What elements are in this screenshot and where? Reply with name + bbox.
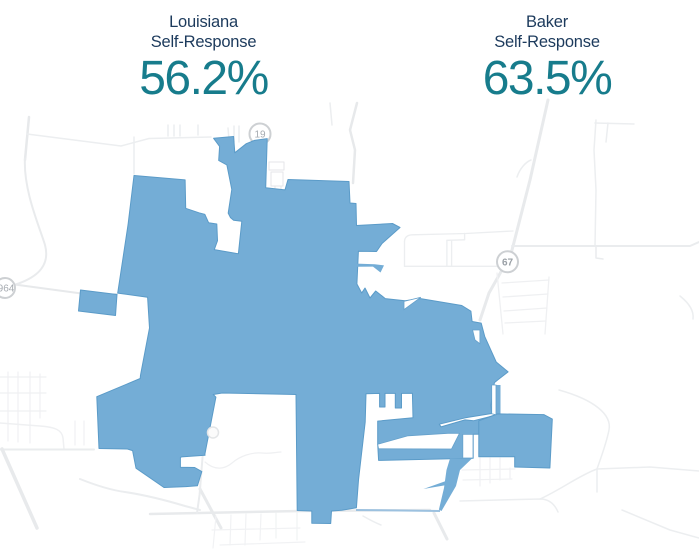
svg-text:19: 19 [254, 130, 266, 141]
svg-text:67: 67 [502, 258, 514, 269]
svg-text:964: 964 [0, 284, 15, 295]
